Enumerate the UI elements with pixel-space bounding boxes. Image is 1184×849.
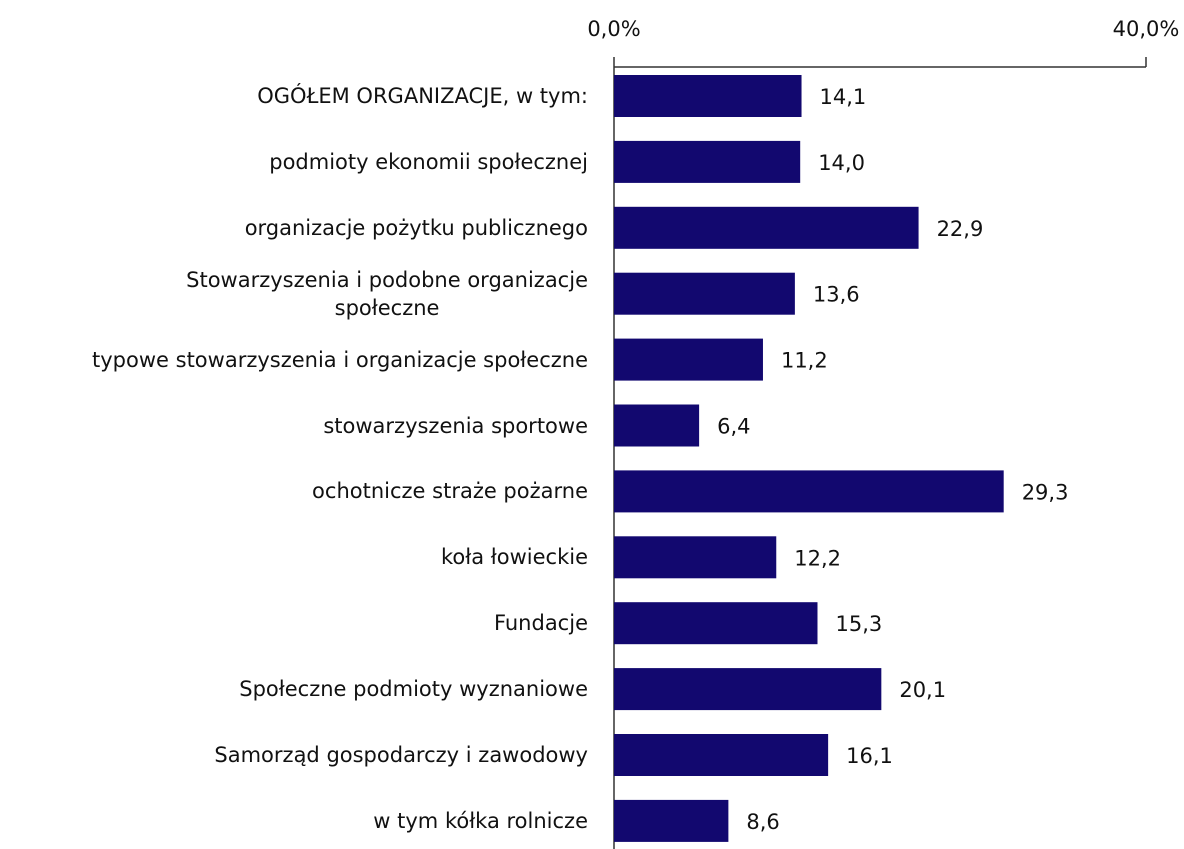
bar: [614, 602, 818, 645]
x-tick-label: 0,0%: [587, 17, 640, 41]
bar: [614, 338, 763, 381]
value-label: 14,0: [818, 151, 865, 175]
bar: [614, 536, 777, 579]
bar: [614, 404, 700, 447]
category-label: ochotnicze straże pożarne: [312, 479, 588, 504]
bar: [614, 668, 882, 711]
bar: [614, 140, 801, 183]
category-label: OGÓŁEM ORGANIZACJE, w tym:: [257, 84, 588, 108]
category-label: koła łowieckie: [441, 545, 588, 570]
value-label: 6,4: [717, 415, 750, 439]
value-label: 16,1: [846, 744, 893, 768]
category-label: stowarzyszenia sportowe: [323, 413, 588, 438]
value-label: 29,3: [1022, 480, 1069, 504]
category-label: podmioty ekonomii społecznej: [269, 149, 588, 174]
bar: [614, 470, 1004, 513]
value-label: 13,6: [813, 283, 860, 307]
category-label: w tym kółka rolnicze: [373, 808, 588, 833]
category-label: organizacje pożytku publicznego: [244, 215, 588, 240]
value-label: 8,6: [746, 810, 779, 834]
category-label: Stowarzyszenia i podobne organizacje spo…: [186, 267, 588, 320]
value-label: 14,1: [820, 85, 867, 109]
bar: [614, 799, 729, 842]
bar: [614, 272, 795, 315]
value-label: 20,1: [899, 678, 946, 702]
bar: [614, 75, 802, 117]
value-label: 11,2: [781, 349, 828, 373]
category-label: Społeczne podmioty wyznaniowe: [239, 677, 588, 702]
category-label: Samorząd gospodarczy i zawodowy: [214, 743, 588, 767]
category-label: typowe stowarzyszenia i organizacje społ…: [92, 347, 588, 372]
value-label: 15,3: [835, 612, 882, 636]
category-label: Fundacje: [493, 611, 588, 636]
value-label: 12,2: [794, 546, 841, 570]
bar: [614, 734, 829, 776]
value-label: 22,9: [937, 217, 984, 241]
x-tick-label: 40,0%: [1113, 17, 1180, 41]
bar: [614, 206, 919, 249]
